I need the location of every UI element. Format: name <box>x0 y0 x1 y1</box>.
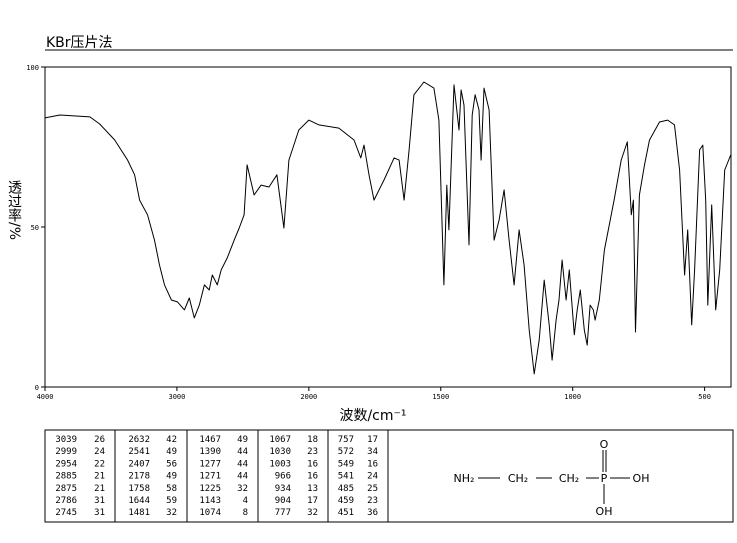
atom-label: CH₂ <box>508 472 528 485</box>
peak-transmittance: 26 <box>94 435 105 445</box>
peak-transmittance: 31 <box>94 508 105 518</box>
peak-transmittance: 18 <box>307 435 318 445</box>
peak-wavenumber: 1030 <box>269 447 291 457</box>
peak-transmittance: 16 <box>367 459 378 469</box>
peak-wavenumber: 1644 <box>128 496 150 506</box>
peak-transmittance: 22 <box>94 459 105 469</box>
peak-transmittance: 21 <box>94 484 105 494</box>
peak-wavenumber: 1003 <box>269 459 291 469</box>
peak-transmittance: 23 <box>307 447 318 457</box>
peak-transmittance: 21 <box>94 472 105 482</box>
peak-wavenumber: 3039 <box>55 435 77 445</box>
peak-transmittance: 4 <box>243 496 248 506</box>
x-axis-label: 波数/cm⁻¹ <box>339 408 406 424</box>
peak-transmittance: 49 <box>166 447 177 457</box>
peak-wavenumber: 2875 <box>55 484 77 494</box>
peak-wavenumber: 2541 <box>128 447 150 457</box>
peak-transmittance: 31 <box>94 496 105 506</box>
peak-transmittance: 32 <box>166 508 177 518</box>
peak-transmittance: 17 <box>307 496 318 506</box>
peak-transmittance: 32 <box>237 484 248 494</box>
y-tick-label: 100 <box>26 64 39 72</box>
peak-wavenumber: 1143 <box>199 496 221 506</box>
peak-wavenumber: 1481 <box>128 508 150 518</box>
peak-wavenumber: 1467 <box>199 435 221 445</box>
peak-wavenumber: 2885 <box>55 472 77 482</box>
peak-transmittance: 23 <box>367 496 378 506</box>
atom-label: OH <box>633 472 650 485</box>
x-tick-label: 500 <box>698 393 711 401</box>
peak-wavenumber: 757 <box>338 435 354 445</box>
atom-label: NH₂ <box>454 472 475 485</box>
atom-label: O <box>600 438 609 451</box>
peak-transmittance: 32 <box>307 508 318 518</box>
peak-wavenumber: 1758 <box>128 484 150 494</box>
x-tick-label: 1000 <box>564 393 581 401</box>
peak-wavenumber: 934 <box>275 484 291 494</box>
spectrum-line <box>44 81 732 375</box>
y-axis-label: 透过率/% <box>6 180 22 240</box>
peak-wavenumber: 1277 <box>199 459 221 469</box>
atom-label: OH <box>596 505 613 518</box>
atom-label: CH₂ <box>559 472 579 485</box>
peak-transmittance: 58 <box>166 484 177 494</box>
peak-transmittance: 24 <box>94 447 105 457</box>
peak-wavenumber: 2999 <box>55 447 77 457</box>
peak-transmittance: 17 <box>367 435 378 445</box>
peak-wavenumber: 1225 <box>199 484 221 494</box>
peak-wavenumber: 451 <box>338 508 354 518</box>
peak-transmittance: 34 <box>367 447 378 457</box>
atom-label: P <box>601 472 608 485</box>
plot-frame <box>44 66 732 388</box>
peak-wavenumber: 2786 <box>55 496 77 506</box>
peak-wavenumber: 459 <box>338 496 354 506</box>
table-frame <box>44 429 734 523</box>
peak-transmittance: 42 <box>166 435 177 445</box>
peak-wavenumber: 2407 <box>128 459 150 469</box>
peak-transmittance: 16 <box>307 472 318 482</box>
peak-transmittance: 25 <box>367 484 378 494</box>
peak-transmittance: 8 <box>243 508 248 518</box>
peak-wavenumber: 2745 <box>55 508 77 518</box>
peak-transmittance: 59 <box>166 496 177 506</box>
peak-wavenumber: 904 <box>275 496 291 506</box>
x-tick-label: 1500 <box>432 393 449 401</box>
peak-wavenumber: 966 <box>275 472 291 482</box>
peak-transmittance: 49 <box>237 435 248 445</box>
peak-wavenumber: 777 <box>275 508 291 518</box>
peak-transmittance: 24 <box>367 472 378 482</box>
x-tick-label: 2000 <box>300 393 317 401</box>
peak-wavenumber: 549 <box>338 459 354 469</box>
peak-wavenumber: 1067 <box>269 435 291 445</box>
peak-wavenumber: 485 <box>338 484 354 494</box>
structure <box>478 450 630 504</box>
peak-transmittance: 49 <box>166 472 177 482</box>
peak-transmittance: 16 <box>307 459 318 469</box>
peak-wavenumber: 541 <box>338 472 354 482</box>
peak-wavenumber: 1271 <box>199 472 221 482</box>
peak-transmittance: 36 <box>367 508 378 518</box>
peak-wavenumber: 2954 <box>55 459 77 469</box>
peak-wavenumber: 1074 <box>199 508 221 518</box>
x-tick-label: 4000 <box>37 393 54 401</box>
peak-transmittance: 44 <box>237 472 248 482</box>
peak-transmittance: 44 <box>237 459 248 469</box>
peak-transmittance: 13 <box>307 484 318 494</box>
peak-wavenumber: 2178 <box>128 472 150 482</box>
peak-wavenumber: 1390 <box>199 447 221 457</box>
y-tick-label: 50 <box>31 224 39 232</box>
y-tick-label: 0 <box>35 384 39 392</box>
peak-wavenumber: 572 <box>338 447 354 457</box>
peak-transmittance: 56 <box>166 459 177 469</box>
peak-wavenumber: 2632 <box>128 435 150 445</box>
peak-transmittance: 44 <box>237 447 248 457</box>
x-tick-label: 3000 <box>168 393 185 401</box>
chart-title: KBr压片法 <box>46 35 113 51</box>
